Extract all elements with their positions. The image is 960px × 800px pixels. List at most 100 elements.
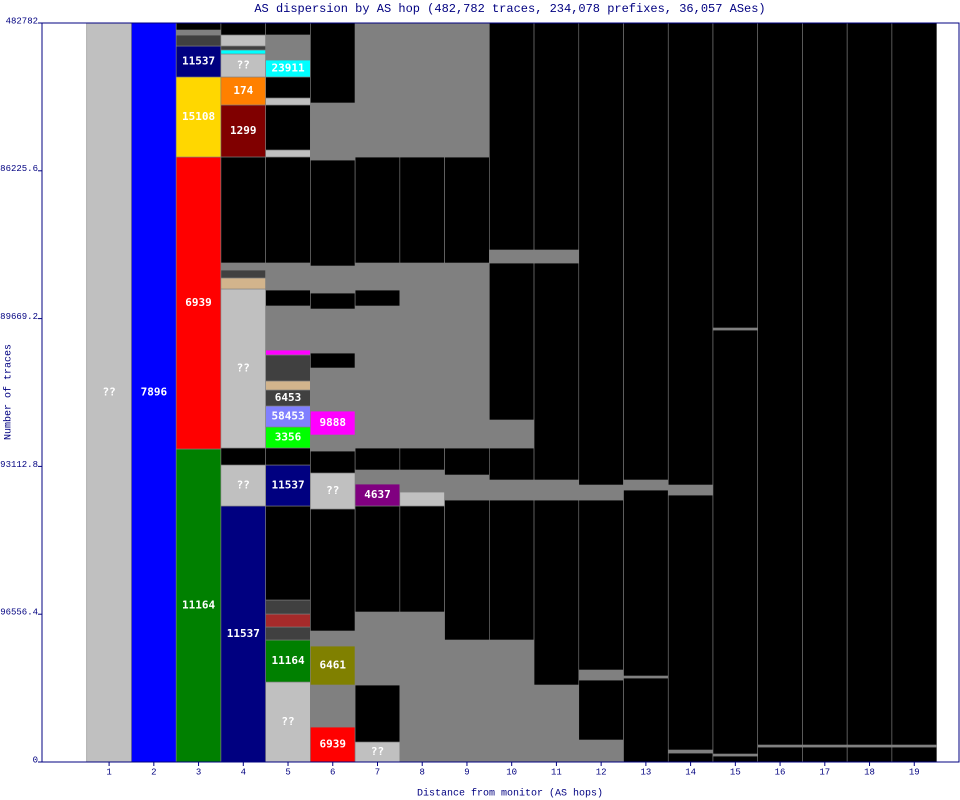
segment [310,508,356,632]
segment-label: 6453 [275,391,302,404]
segment [354,684,401,743]
segment [623,479,669,491]
segment [399,22,445,158]
segment [712,22,759,329]
x-tick-label: 17 [819,767,830,777]
segment [354,262,401,291]
segment [712,753,759,757]
segment [399,262,445,449]
segment-label: 11164 [182,599,215,612]
segment [444,499,490,641]
segment [578,499,624,671]
segment-label: 11537 [182,55,215,68]
segment [265,613,311,628]
segment [444,639,490,763]
segment [310,434,356,452]
segment [220,288,266,449]
x-tick-label: 19 [909,767,920,777]
segment [310,630,356,647]
y-axis-label: Number of traces [3,344,15,440]
segment [757,746,803,763]
segment-label: 7896 [141,386,168,399]
segment-label: ?? [371,745,384,758]
x-tick-label: 18 [864,767,875,777]
segment [399,505,445,613]
segment [623,675,669,679]
segment [175,22,222,31]
y-tick-label: 96556.4 [0,608,38,618]
segment [265,599,311,615]
segment-label: 9888 [320,416,347,429]
segment [310,450,356,474]
segment [131,22,177,763]
x-tick-label: 4 [241,767,246,777]
segment [86,22,132,763]
segment [175,76,222,158]
segment-label: 6939 [320,737,347,750]
y-tick-label: 0 [33,755,38,765]
segment [310,102,356,161]
segment [489,22,535,251]
segment [310,308,356,354]
segment [310,684,356,728]
segment [265,626,311,641]
segment [846,744,893,748]
segment [220,269,266,279]
segment [354,505,401,613]
segment [667,22,714,486]
segment [444,156,490,264]
segment [310,472,356,510]
segment-label: 6939 [185,296,212,309]
segment [265,262,311,291]
segment [667,749,714,754]
segment [578,22,624,486]
segment [220,447,266,466]
x-tick-label: 16 [775,767,786,777]
segment-label: 6461 [320,658,347,671]
segment [310,22,356,104]
x-tick-label: 6 [330,767,335,777]
segment [444,447,490,476]
segment [444,474,490,501]
segment [623,22,669,481]
x-tick-label: 13 [640,767,651,777]
segment [354,611,401,686]
segment-label: 11164 [271,654,304,667]
x-tick-label: 9 [464,767,469,777]
x-tick-label: 11 [551,767,562,777]
segment [399,611,445,763]
segment [757,744,803,748]
x-axis-label: Distance from monitor (AS hops) [417,788,603,800]
segment [220,156,266,264]
segment [578,679,624,741]
segment-label: 11537 [271,478,304,491]
segment [354,22,401,158]
segment [220,45,266,51]
segment [310,292,356,310]
segment [533,249,580,264]
segment [310,159,356,267]
y-tick-label: 386225.6 [0,164,38,174]
segment [310,367,356,412]
segment [265,354,311,382]
segment [533,262,580,481]
segment [846,22,893,746]
segment [265,349,311,356]
segment [667,752,714,763]
segment [310,726,356,763]
segment [175,156,222,450]
segment [220,277,266,290]
y-tick-label: 482782 [6,16,38,26]
segment [533,499,580,686]
segment [265,681,311,763]
segment [220,104,266,158]
x-tick-label: 7 [375,767,380,777]
segment [175,45,222,78]
segment [444,22,490,158]
segment [265,305,311,351]
segment [310,410,356,436]
x-tick-label: 3 [196,767,201,777]
segment-label: 1299 [230,124,257,137]
segment-label: 58453 [271,409,304,422]
